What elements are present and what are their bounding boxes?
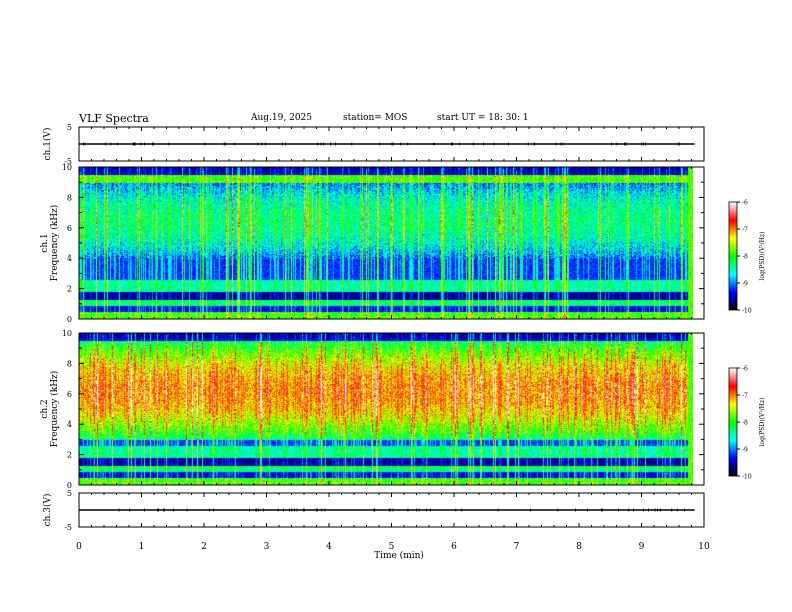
xaxis-label: Time (min) — [374, 550, 424, 561]
ch1-spectrogram-ytick-label: 8 — [67, 193, 72, 202]
ch2-spectrogram-ytick-label: 4 — [67, 420, 72, 429]
ch2-spectrogram-channel-label: ch.2 — [40, 399, 50, 418]
date-label: Aug.19, 2025 — [251, 113, 312, 123]
ch1-spectrogram-ytick-label: 10 — [62, 163, 72, 172]
ch3-waveform-ytick-label: -5 — [64, 523, 72, 532]
xaxis-tick-label: 6 — [451, 542, 457, 552]
ch3-waveform-ylabel: ch.3(V) — [42, 494, 53, 527]
station-label: station= MOS — [343, 113, 408, 123]
xaxis-tick-label: 2 — [201, 542, 207, 552]
xaxis-tick-label: 10 — [698, 542, 710, 552]
ch2-spectrogram-ytick-label: 0 — [67, 481, 72, 490]
ch1-waveform-ytick-label: 5 — [67, 123, 72, 132]
ch2-spectrogram-colorbar-label: log(PSD)(V²/Hz) — [759, 398, 766, 447]
ch2-spectrogram-ytick-label: 8 — [67, 359, 72, 368]
ch1-waveform-ytick-label: -5 — [64, 157, 72, 166]
ch2-colorbar-image — [729, 368, 737, 476]
figure-title: VLF Spectra — [79, 112, 149, 125]
ch1-spectrogram-ytick-label: 0 — [67, 315, 72, 324]
ch1-spectrogram-ytick-label: 4 — [67, 254, 72, 263]
ch1-spectrogram-frame — [78, 166, 705, 320]
xaxis-tick-label: 7 — [514, 542, 520, 552]
ch1-spectrogram-channel-label: ch.1 — [40, 233, 50, 252]
xaxis-tick-label: 8 — [576, 542, 582, 552]
ch1-spectrogram-ytick-label: 2 — [67, 285, 72, 294]
xaxis-tick-label: 3 — [264, 542, 270, 552]
ch2-spectrogram-colorbar-tick-label: -9 — [742, 447, 748, 454]
ch2-spectrogram-colorbar-tick-label: -10 — [742, 474, 752, 481]
ch2-spectrogram-ylabel: Frequency (kHz) — [49, 371, 60, 448]
ch2-spectrogram-ytick-label: 6 — [67, 390, 72, 399]
ch1-spectrogram-colorbar-tick-label: -8 — [742, 254, 748, 261]
ch2-spectrogram-colorbar-tick-label: -8 — [742, 420, 748, 427]
ch1-spectrogram-colorbar-tick-label: -9 — [742, 281, 748, 288]
ch2-spectrogram-colorbar-frame — [728, 367, 738, 477]
ch2-spectrogram-colorbar-tick-label: -6 — [742, 366, 748, 373]
ch1-waveform-ylabel: ch.1(V) — [42, 128, 53, 161]
ch1-spectrogram-colorbar-label: log(PSD)(V²/Hz) — [759, 232, 766, 281]
ch1-colorbar-image — [729, 202, 737, 310]
ch1-spectrogram-colorbar-tick-label: -10 — [742, 308, 752, 315]
ch2-spectrogram-image — [79, 333, 693, 485]
ch2-spectrogram-ytick-label: 2 — [67, 451, 72, 460]
xaxis-tick-label: 4 — [326, 542, 332, 552]
ch3-waveform-ytick-label: 5 — [67, 489, 72, 498]
xaxis-tick-label: 5 — [389, 542, 395, 552]
ch1-spectrogram-colorbar-frame — [728, 201, 738, 311]
ch2-spectrogram-frame — [78, 332, 705, 486]
ch1-spectrogram-image — [79, 167, 693, 319]
ch1-spectrogram-ylabel: Frequency (kHz) — [49, 205, 60, 282]
ch1-spectrogram-colorbar-tick-label: -7 — [742, 227, 748, 234]
start-time-label: start UT = 18: 30: 1 — [437, 113, 529, 123]
xaxis-tick-label: 0 — [76, 542, 82, 552]
ch1-spectrogram-colorbar-tick-label: -6 — [742, 200, 748, 207]
ch1-spectrogram-ytick-label: 6 — [67, 224, 72, 233]
ch2-spectrogram-ytick-label: 10 — [62, 329, 72, 338]
ch2-spectrogram-colorbar-tick-label: -7 — [742, 393, 748, 400]
xaxis-tick-label: 9 — [639, 542, 645, 552]
xaxis-tick-label: 1 — [139, 542, 145, 552]
